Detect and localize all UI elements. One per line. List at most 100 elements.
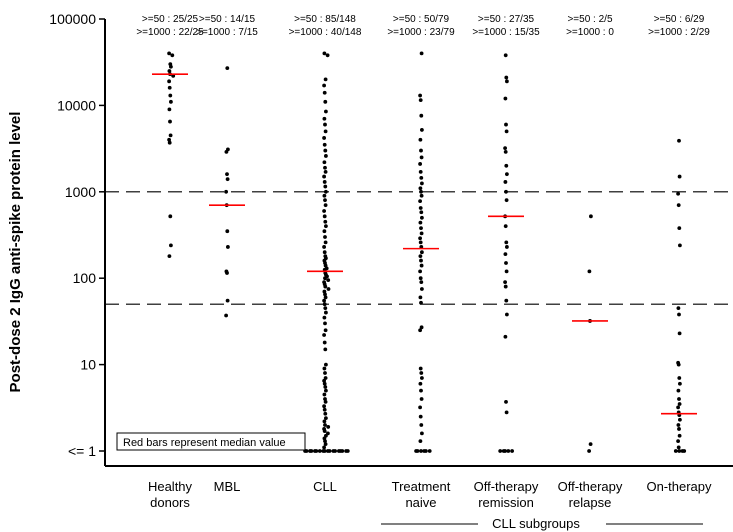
category-label: CLL bbox=[313, 479, 337, 494]
data-point bbox=[676, 423, 681, 427]
data-point bbox=[323, 423, 327, 427]
data-point bbox=[323, 295, 328, 300]
count-label: >=1000 : 7/15 bbox=[196, 27, 258, 38]
data-point bbox=[505, 312, 509, 317]
data-point bbox=[323, 284, 328, 289]
y-tick-label: 100000 bbox=[49, 11, 96, 27]
data-point bbox=[324, 388, 328, 393]
data-point bbox=[322, 366, 327, 371]
data-point bbox=[323, 385, 328, 389]
data-point bbox=[168, 133, 173, 138]
count-label: >=50 : 6/29 bbox=[654, 14, 705, 25]
data-point bbox=[414, 449, 418, 453]
data-point bbox=[419, 388, 423, 393]
data-point bbox=[418, 240, 423, 245]
data-point bbox=[504, 240, 509, 245]
data-point bbox=[418, 93, 422, 98]
data-point bbox=[324, 224, 328, 229]
data-point bbox=[322, 250, 327, 255]
data-point bbox=[322, 193, 327, 198]
data-point bbox=[418, 276, 423, 281]
data-point bbox=[322, 392, 327, 397]
data-point bbox=[323, 169, 328, 174]
category-label: remission bbox=[478, 495, 534, 510]
data-point bbox=[678, 243, 682, 248]
data-point bbox=[506, 449, 511, 453]
data-point bbox=[323, 442, 328, 447]
y-axis: <= 1 10 100 1000 10000 100000 bbox=[49, 11, 106, 466]
data-point bbox=[676, 306, 681, 311]
data-point bbox=[323, 276, 327, 281]
y-axis-label: Post-dose 2 IgG anti-spike protein level bbox=[7, 112, 24, 393]
data-point bbox=[167, 140, 172, 145]
data-point bbox=[323, 411, 328, 416]
data-point bbox=[676, 388, 681, 393]
data-point bbox=[323, 306, 328, 311]
data-point bbox=[418, 220, 423, 225]
data-point bbox=[504, 400, 508, 404]
data-point bbox=[322, 83, 326, 88]
data-point bbox=[167, 69, 172, 73]
data-point bbox=[323, 203, 328, 208]
data-point bbox=[225, 177, 230, 182]
data-point bbox=[419, 263, 424, 268]
data-point bbox=[418, 186, 423, 191]
data-point bbox=[418, 414, 423, 419]
data-point bbox=[587, 449, 591, 453]
data-point bbox=[324, 362, 328, 367]
y-tick-label: 10 bbox=[80, 357, 96, 373]
count-label: >=50 : 2/5 bbox=[567, 14, 612, 25]
data-point bbox=[678, 417, 682, 422]
data-point bbox=[498, 449, 503, 453]
data-point bbox=[324, 109, 328, 114]
data-point bbox=[167, 107, 172, 112]
data-point bbox=[224, 189, 229, 194]
data-point bbox=[333, 449, 337, 453]
data-point bbox=[503, 224, 508, 229]
data-point bbox=[418, 98, 423, 103]
category-label: Off-therapy bbox=[474, 479, 539, 494]
data-point bbox=[418, 199, 422, 204]
data-point bbox=[504, 75, 509, 80]
y-tick-label: 10000 bbox=[57, 97, 96, 113]
data-point bbox=[323, 347, 328, 352]
data-point bbox=[419, 210, 424, 215]
data-point bbox=[676, 445, 681, 450]
data-point bbox=[589, 214, 593, 219]
data-point bbox=[419, 258, 423, 263]
y-tick-label: 100 bbox=[73, 270, 97, 286]
category-label: donors bbox=[150, 495, 190, 510]
data-point bbox=[503, 146, 507, 151]
data-point bbox=[504, 269, 509, 274]
data-point bbox=[322, 180, 327, 184]
data-point bbox=[677, 331, 682, 336]
data-point bbox=[419, 226, 423, 231]
data-point bbox=[322, 160, 327, 165]
data-point bbox=[323, 376, 328, 380]
data-point bbox=[322, 407, 327, 412]
data-point bbox=[673, 449, 678, 453]
category-label: MBL bbox=[214, 479, 241, 494]
data-point bbox=[322, 381, 327, 386]
data-point bbox=[322, 245, 326, 249]
data-point bbox=[418, 366, 423, 371]
data-point bbox=[677, 312, 681, 317]
median-bars bbox=[152, 73, 697, 415]
data-point bbox=[505, 79, 509, 84]
data-point bbox=[418, 295, 423, 300]
category-label: On-therapy bbox=[646, 479, 712, 494]
data-point bbox=[418, 162, 422, 166]
data-point bbox=[225, 229, 230, 234]
data-point bbox=[170, 53, 175, 58]
data-point bbox=[419, 423, 424, 427]
data-point bbox=[322, 136, 326, 140]
data-point bbox=[322, 116, 327, 121]
y-tick-label: <= 1 bbox=[68, 443, 96, 459]
data-point bbox=[323, 439, 327, 444]
data-point bbox=[323, 198, 327, 203]
data-point bbox=[419, 300, 423, 305]
data-points bbox=[167, 51, 687, 453]
data-point bbox=[323, 371, 327, 375]
count-label: >=1000 : 40/148 bbox=[289, 27, 362, 38]
